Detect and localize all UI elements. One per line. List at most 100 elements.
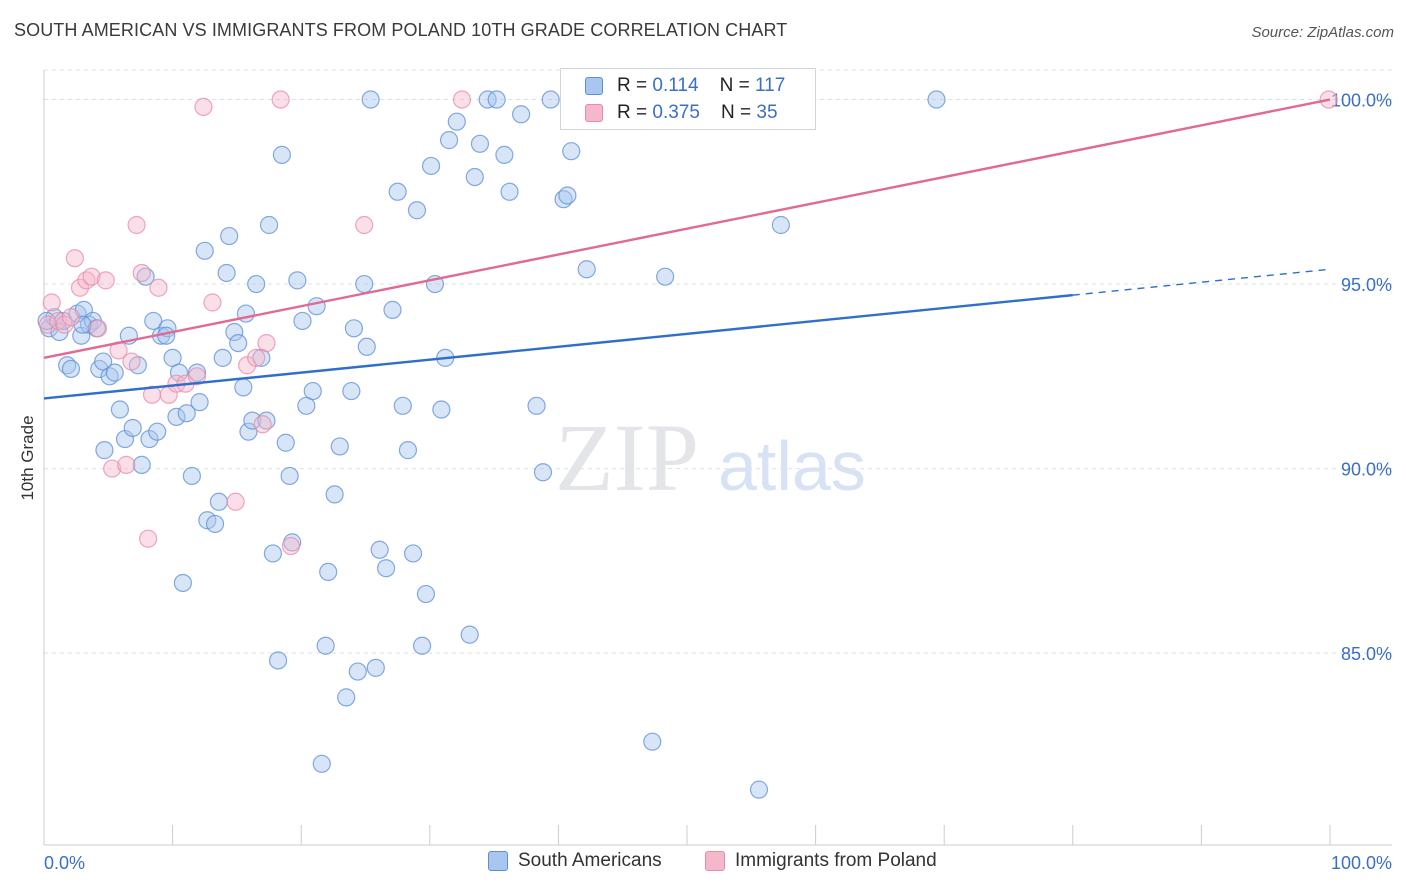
point-poland [96,271,115,290]
point-south-american [95,441,114,460]
series-south-americans [37,90,946,799]
point-south-american [209,492,228,511]
legend-r-label: R = [617,75,653,96]
watermark-zip: ZIP [555,404,699,511]
point-south-american [439,131,459,150]
point-poland [355,215,374,235]
point-south-american [148,422,167,441]
point-south-american [366,658,385,677]
point-poland [117,455,136,474]
point-south-american [140,429,159,449]
point-south-american [344,319,364,338]
y-tick-label: 100.0% [1331,91,1392,111]
point-south-american [577,260,596,279]
point-poland [139,529,158,548]
point-south-american [123,418,142,438]
point-poland [194,97,213,117]
point-south-american [470,134,490,153]
point-south-american [416,584,436,604]
series-poland [38,90,1338,556]
point-south-american [656,267,675,286]
legend-n-label: N = [721,102,757,123]
point-poland [452,90,472,109]
legend-label-poland: Immigrants from Poland [735,850,937,871]
point-south-american [337,688,356,707]
point-south-american [243,411,262,430]
trendline-poland [43,98,1331,360]
point-poland [253,415,272,434]
point-south-american [527,396,546,415]
point-south-american [357,337,376,356]
x-tick-label: 0.0% [44,853,85,873]
point-poland [65,249,84,268]
point-south-american [195,241,214,260]
point-south-american [393,396,412,415]
point-south-american [432,400,451,419]
point-south-american [403,544,423,563]
point-poland [122,352,141,371]
point-poland [257,333,276,353]
point-poland [271,90,290,109]
point-south-american [383,300,402,319]
point-south-american [749,780,769,799]
point-poland [82,267,101,286]
legend-item-south-americans: South Americans [488,850,662,872]
trendline-south-americans [43,293,1073,400]
point-south-american [167,407,186,427]
point-south-american [213,348,232,367]
point-south-american [342,381,361,401]
point-poland [88,319,108,338]
point-south-american [144,311,163,331]
point-south-american [307,297,326,316]
legend-swatch-pink [705,851,725,871]
point-south-american [247,274,266,294]
point-poland [103,459,122,478]
point-south-american [132,455,151,474]
point-south-american [460,625,479,644]
point-poland [203,293,222,312]
point-poland [247,348,266,367]
legend-n-label: N = [719,75,756,96]
point-south-american [421,156,441,176]
point-poland [187,367,207,386]
point-south-american [562,142,581,161]
correlation-legend: R = 0.114 N = 117 R = 0.375 N = 35 [560,68,816,130]
point-south-american [330,437,349,456]
point-south-american [465,167,484,187]
point-south-american [177,404,196,423]
legend-label-south-americans: South Americans [518,850,662,871]
legend-n-value: 35 [756,102,778,123]
point-south-american [512,105,531,124]
point-south-american [288,271,307,290]
point-south-american [407,201,427,220]
point-south-american [388,182,407,201]
point-south-american [376,559,396,578]
point-poland [70,278,90,297]
legend-row-south-americans: R = 0.114 N = 117 [585,73,786,99]
point-south-american [173,573,192,593]
point-south-american [303,381,322,401]
point-south-american [229,333,248,353]
point-south-american [312,754,331,773]
y-tick-label: 95.0% [1341,275,1392,295]
point-south-american [558,186,577,205]
point-south-american [495,145,514,164]
x-tick-label: 100.0% [1331,853,1392,873]
point-poland [226,492,245,511]
point-poland [149,278,168,297]
point-south-american [182,466,201,486]
point-south-american [268,651,288,670]
point-south-american [220,226,239,246]
point-south-american [280,466,299,486]
legend-r-label: R = [617,102,653,123]
series-legend: South Americans Immigrants from Poland [0,850,1406,878]
point-south-american [234,378,253,397]
legend-n-value: 117 [755,75,786,96]
legend-r-value: 0.114 [652,75,699,96]
point-south-american [217,263,236,283]
point-south-american [927,90,946,109]
point-south-american [190,393,209,412]
point-south-american [263,544,283,563]
legend-swatch-blue [488,851,508,871]
